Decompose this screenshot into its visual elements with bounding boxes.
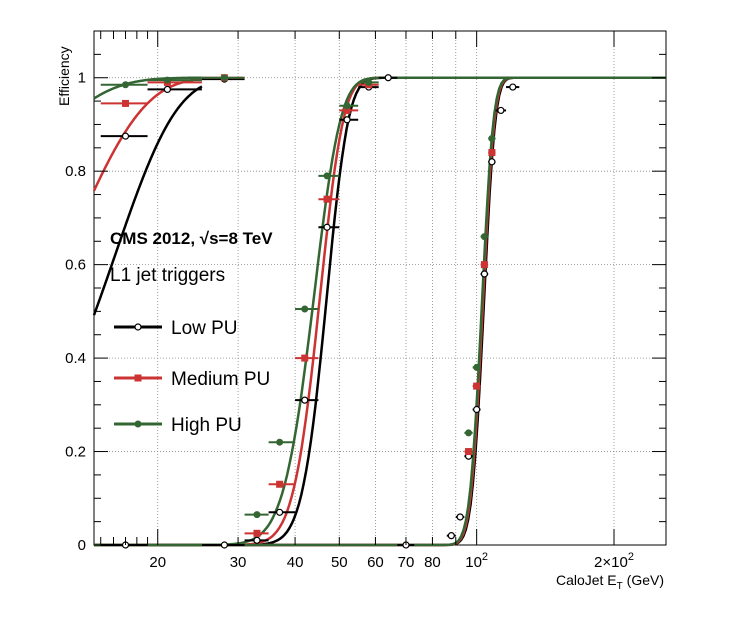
data-point xyxy=(301,354,309,362)
data-point xyxy=(122,99,130,107)
data-point xyxy=(220,74,228,82)
y-tick-label: 0.8 xyxy=(65,163,86,180)
data-point xyxy=(447,532,455,540)
turn-on-curve xyxy=(94,76,666,547)
turn-on-curve xyxy=(94,76,666,547)
data-point xyxy=(473,363,481,371)
data-point xyxy=(488,134,496,142)
y-tick-label: 0 xyxy=(78,537,86,554)
data-point xyxy=(323,172,331,180)
data-point xyxy=(276,508,284,516)
y-tick-label: 0.6 xyxy=(65,257,86,274)
x-tick-label: 20 xyxy=(149,554,166,571)
axes: 0 0.2 0.4 0.6 0.8 1 20 30 40 50 60 70 80 102 2×102 xyxy=(65,30,666,571)
data-point xyxy=(488,158,496,166)
x-tick-label: 30 xyxy=(230,554,247,571)
data-point xyxy=(480,261,488,269)
grid xyxy=(94,31,666,545)
data-point xyxy=(343,116,351,124)
data-point xyxy=(301,305,309,313)
data-point xyxy=(323,223,331,231)
data-point xyxy=(343,106,351,114)
data-point xyxy=(509,83,517,91)
turn-on-curves xyxy=(92,76,666,547)
legend: Low PU Medium PU High PU xyxy=(114,318,270,436)
data-point xyxy=(473,382,481,390)
x-tick-label: 50 xyxy=(331,554,348,571)
data-points xyxy=(100,74,520,549)
data-point xyxy=(121,132,130,140)
x-tick-label: 2×102 xyxy=(594,551,634,571)
data-point xyxy=(365,78,373,86)
data-point xyxy=(343,102,351,110)
data-point xyxy=(465,429,473,437)
legend-label: High PU xyxy=(171,415,242,436)
data-point xyxy=(253,536,261,544)
legend-label: Low PU xyxy=(171,318,238,339)
x-tick-label: 60 xyxy=(367,554,384,571)
data-point xyxy=(276,438,284,446)
data-point xyxy=(480,233,488,241)
x-tick-label: 40 xyxy=(287,554,304,571)
data-point xyxy=(456,513,464,521)
turn-on-curve xyxy=(94,76,666,547)
data-point xyxy=(253,511,261,519)
turn-on-curve xyxy=(92,77,203,192)
data-point xyxy=(276,480,284,488)
data-point xyxy=(480,270,489,278)
y-axis-title: Efficiency xyxy=(56,46,72,106)
data-point xyxy=(253,529,261,537)
data-point xyxy=(134,420,142,428)
data-point xyxy=(384,74,392,82)
data-point xyxy=(473,405,481,414)
data-point xyxy=(220,541,229,549)
x-tick-label: 80 xyxy=(424,554,441,571)
turn-on-curve xyxy=(94,76,666,547)
y-tick-label: 0.4 xyxy=(65,350,86,367)
plot-frame xyxy=(93,30,667,546)
experiment-label: CMS 2012, √s=8 TeV xyxy=(110,229,273,248)
turn-on-curve xyxy=(94,76,666,547)
turn-on-curve xyxy=(94,76,666,547)
data-point xyxy=(163,85,171,94)
data-point xyxy=(134,374,142,382)
data-point xyxy=(465,448,473,456)
turn-on-curve xyxy=(92,85,203,316)
trigger-annotation: L1 jet triggers xyxy=(110,265,225,286)
x-axis-title: CaloJet ET (GeV) xyxy=(556,572,664,592)
y-tick-label: 0.2 xyxy=(65,444,86,461)
data-point xyxy=(323,195,331,203)
x-tick-label: 102 xyxy=(465,551,488,571)
data-point xyxy=(488,148,496,156)
data-point xyxy=(122,81,130,89)
y-tick-label: 1 xyxy=(78,70,86,87)
data-point xyxy=(163,76,171,84)
x-tick-label: 70 xyxy=(398,554,415,571)
data-point xyxy=(301,396,309,404)
data-point xyxy=(497,106,505,115)
legend-label: Medium PU xyxy=(171,369,270,390)
data-point xyxy=(134,323,142,331)
